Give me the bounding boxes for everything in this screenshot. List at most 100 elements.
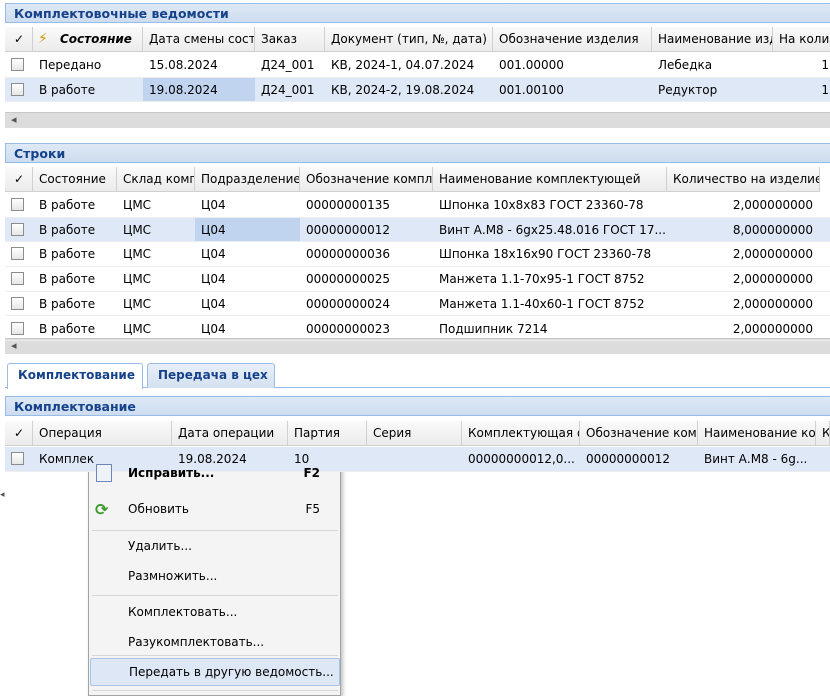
checkbox[interactable] — [11, 198, 24, 211]
scrollbar[interactable] — [5, 112, 830, 128]
grid-cell: 2,000000000 — [732, 272, 813, 287]
grid-cell: Передано — [39, 58, 102, 72]
menu-item[interactable]: Размножить... — [90, 563, 340, 591]
checkbox[interactable] — [11, 82, 24, 96]
grid-row[interactable] — [5, 317, 830, 342]
column-header[interactable]: Операция — [33, 421, 172, 446]
column-header[interactable]: Дата смены сост — [143, 27, 255, 52]
grid-cell: Д24_001 — [261, 58, 315, 72]
grid-cell: 2,000000000 — [732, 321, 813, 336]
grid-cell: В работе — [39, 222, 96, 237]
menu-label: Удалить... — [128, 539, 192, 553]
menu-shortcut: F5 — [305, 502, 320, 516]
column-header[interactable]: Серия — [367, 421, 462, 446]
grid-cell: В работе — [39, 272, 96, 287]
column-header[interactable]: Дата операции — [172, 421, 288, 446]
menu-label: Обновить — [128, 502, 189, 516]
grid-cell: 1 — [821, 58, 829, 72]
panel-header: Комплектовочные ведомости — [5, 3, 830, 23]
column-header[interactable]: Комплектующая ф — [462, 421, 580, 446]
column-header[interactable]: Состояние — [33, 167, 117, 192]
grid-cell: 00000000036 — [306, 247, 390, 262]
column-header[interactable]: К — [816, 421, 830, 446]
column-header[interactable]: Подразделение- — [195, 167, 300, 192]
grid-cell: Ц04 — [195, 217, 300, 242]
grid-cell: ЦМС — [123, 296, 152, 311]
menu-item[interactable]: Передать в другую ведомость... — [90, 658, 340, 686]
grid-row[interactable] — [5, 217, 830, 243]
menu-label: Комплектовать... — [128, 605, 238, 619]
grid-cell: Шпонка 18x16x90 ГОСТ 23360-78 — [439, 247, 652, 262]
column-header[interactable]: Наименование ком — [698, 421, 816, 446]
checkbox[interactable] — [11, 272, 24, 286]
grid-cell: Лебедка — [658, 58, 713, 72]
grid-cell: Ц04 — [201, 296, 226, 311]
menu-item[interactable]: Удалить... — [90, 533, 340, 561]
checkbox[interactable] — [11, 58, 24, 71]
column-header[interactable]: Количество на изделие — [667, 167, 820, 192]
grid-cell: 001.00100 — [499, 82, 564, 97]
tab[interactable]: Комплектование — [7, 363, 143, 389]
grid-row[interactable] — [5, 193, 830, 218]
grid-row[interactable] — [5, 53, 830, 78]
grid-cell: В работе — [39, 296, 96, 311]
grid-row[interactable] — [5, 292, 830, 317]
column-header[interactable]: Обозначение компле — [300, 167, 433, 192]
column-header[interactable]: Обозначение комп — [580, 421, 698, 446]
column-header[interactable]: Наименование комплектующей — [433, 167, 667, 192]
grid-cell: 00000000024 — [306, 296, 390, 311]
icon: ⟳ — [95, 500, 109, 519]
checkbox[interactable] — [11, 296, 24, 310]
grid-cell: 2,000000000 — [732, 198, 813, 212]
grid-row[interactable] — [5, 447, 830, 472]
checkbox[interactable] — [11, 321, 24, 335]
grid-cell: Подшипник 7214 — [439, 321, 548, 336]
menu-separator — [92, 690, 338, 691]
column-header[interactable]: Партия — [288, 421, 367, 446]
column-header[interactable]: Обозначение изделия — [493, 27, 652, 52]
icon — [96, 464, 112, 482]
header-cell: ✓ — [5, 27, 33, 52]
column-header[interactable]: Состояние — [33, 27, 143, 52]
checkbox[interactable] — [11, 247, 24, 261]
grid-cell: В работе — [39, 82, 96, 97]
context-menu — [88, 456, 341, 696]
menu-item[interactable]: Обновить F5 — [90, 496, 340, 524]
menu-label: Передать в другую ведомость... — [129, 665, 334, 679]
grid-row[interactable] — [5, 77, 830, 102]
grid-cell: 00000000012 — [306, 222, 390, 237]
grid-row[interactable] — [5, 242, 830, 268]
grid-cell: Ц04 — [201, 198, 226, 212]
column-header[interactable]: Документ (тип, №, дата) — [325, 27, 493, 52]
column-header[interactable]: Заказ — [255, 27, 325, 52]
menu-item[interactable]: Разукомплектовать... — [90, 629, 340, 657]
grid-cell: ЦМС — [123, 222, 152, 237]
column-header[interactable]: Наименование изд — [652, 27, 773, 52]
grid-cell: 10 — [294, 452, 310, 466]
tab[interactable]: Передача в цех — [147, 363, 275, 388]
grid-cell — [367, 447, 462, 471]
menu-item[interactable]: Исправить... F2 — [90, 460, 340, 488]
grid-row[interactable] — [5, 267, 830, 292]
grid-cell: Комплек — [39, 452, 95, 466]
grid-cell: 00000000023 — [306, 321, 390, 336]
header-cell: ✓ — [5, 421, 33, 446]
column-header[interactable]: Склад комп — [117, 167, 195, 192]
menu-item[interactable]: Комплектовать... — [90, 599, 340, 627]
grid-cell: 00000000012,0... — [468, 452, 575, 466]
checkbox[interactable] — [11, 222, 24, 236]
menu-label: Разукомплектовать... — [128, 635, 265, 649]
grid-cell — [816, 447, 830, 471]
panel-header: Комплектование — [5, 396, 830, 416]
checkbox[interactable] — [11, 452, 24, 465]
column-header[interactable]: На колич — [773, 27, 830, 52]
scrollbar[interactable] — [5, 338, 830, 354]
grid-cell: 2,000000000 — [732, 247, 813, 262]
splitter[interactable]: ◂ — [0, 490, 5, 500]
grid-cell: Винт А.М8 - 6gx25.48.016 ГОСТ 17... — [439, 222, 666, 237]
grid-cell: 15.08.2024 — [149, 58, 218, 72]
grid-cell: 00000000012 — [586, 452, 670, 466]
grid-cell: В работе — [39, 198, 96, 212]
grid-cell: 8,000000000 — [732, 222, 813, 237]
